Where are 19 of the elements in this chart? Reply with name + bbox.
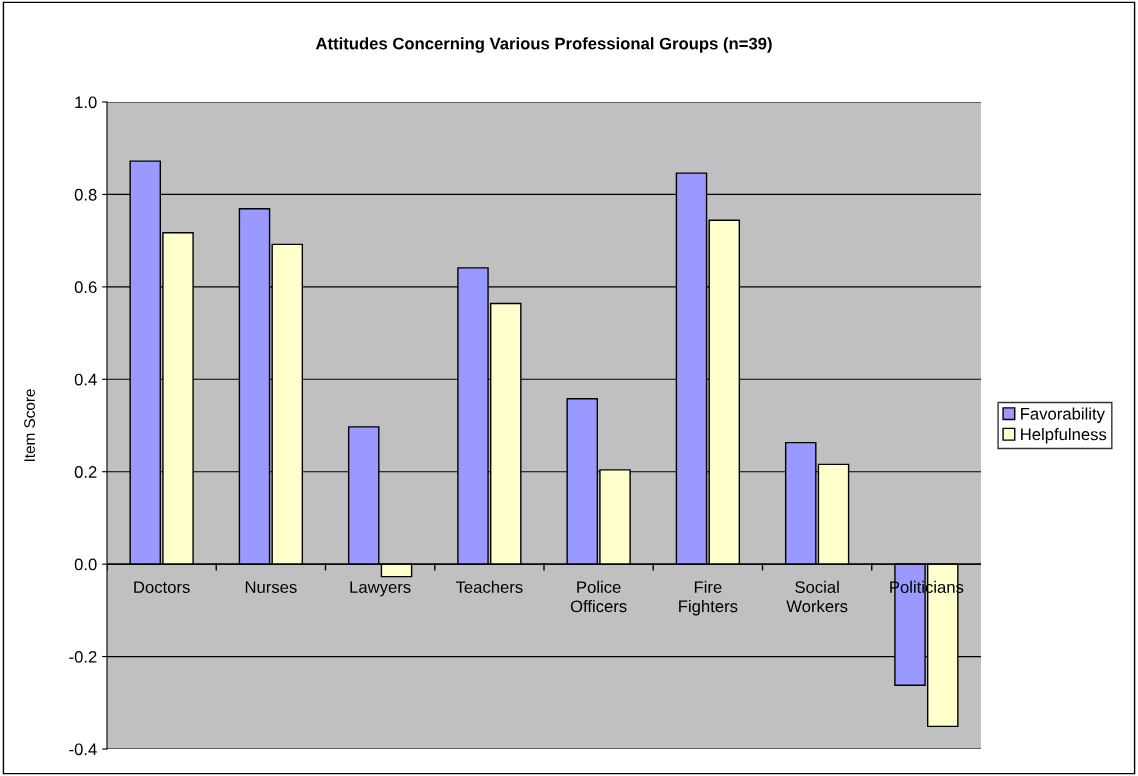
y-tick-label: -0.4 [69,743,97,756]
y-axis-title: Item Score [24,389,35,462]
x-tick-label: Teachers [455,580,523,594]
y-tick-label: 0.4 [74,373,97,386]
x-tick-label: Social Workers [786,580,848,613]
legend-label: Favorability [1021,407,1105,423]
x-tick-label: Nurses [245,581,297,594]
y-tick-label: -0.2 [69,650,97,663]
x-tick-label: Police Officers [570,580,627,613]
legend-label: Helpfulness [1021,428,1107,444]
x-tick-label: Doctors [134,581,190,594]
y-tick-label: 0.2 [74,466,97,478]
x-tick-label: Fire Fighters [679,580,738,616]
x-tick-label: Lawyers [350,581,411,597]
chart-title: Attitudes Concerning Various Professional Groups (n=39) [315,37,772,53]
y-tick-label: 1.0 [75,96,97,109]
y-tick-label: 0.0 [74,558,97,571]
y-tick-label: 0.8 [74,188,97,201]
y-tick-label: 0.6 [74,281,97,294]
